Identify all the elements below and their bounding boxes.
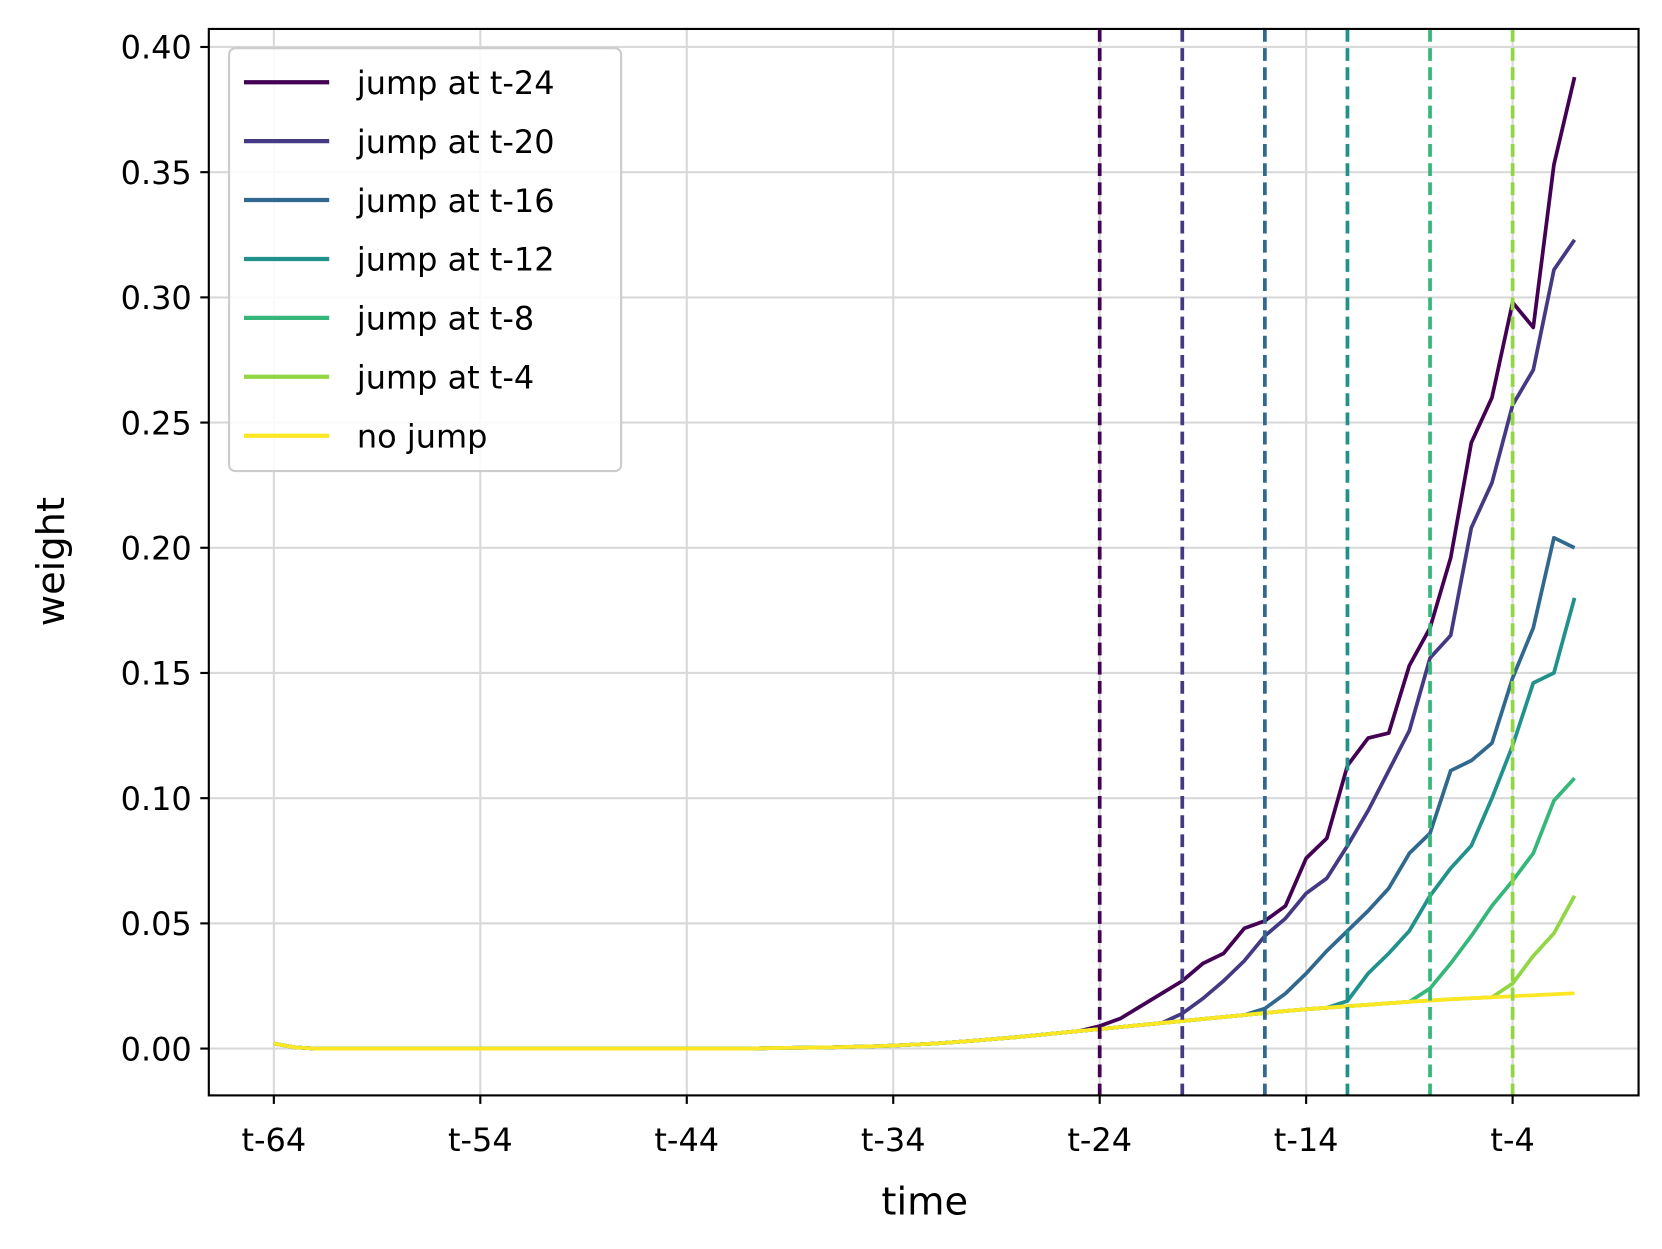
x-axis-label: time — [881, 1180, 968, 1225]
series-line — [273, 597, 1577, 1051]
legend-label: jump at t-4 — [356, 359, 534, 397]
legend-label: jump at t-16 — [356, 182, 555, 220]
y-tick-label: 0.20 — [121, 529, 192, 567]
legend-label: jump at t-20 — [356, 123, 555, 161]
series-line — [273, 991, 1575, 1051]
y-tick-label: 0.30 — [121, 279, 192, 317]
legend-label: jump at t-12 — [356, 241, 555, 279]
y-tick-label: 0.10 — [121, 780, 192, 818]
x-tick-label: t-64 — [241, 1121, 306, 1159]
series-line — [273, 894, 1577, 1051]
series-line — [273, 535, 1576, 1051]
x-tick-label: t-34 — [861, 1121, 926, 1159]
legend-label: jump at t-24 — [356, 64, 555, 102]
y-tick-label: 0.25 — [121, 404, 192, 442]
legend-label: jump at t-8 — [356, 300, 534, 338]
x-tick-label: t-24 — [1067, 1121, 1132, 1159]
y-tick-label: 0.05 — [121, 905, 192, 943]
plot-frame — [207, 27, 1640, 1097]
series-line — [273, 776, 1576, 1051]
legend-label: no jump — [357, 417, 488, 455]
legend-box — [227, 47, 623, 473]
y-tick-label: 0.00 — [121, 1030, 192, 1068]
x-tick-label: t-54 — [448, 1121, 513, 1159]
y-tick-label: 0.40 — [121, 29, 192, 67]
y-tick-label: 0.15 — [121, 655, 192, 693]
y-axis-label: weight — [29, 497, 74, 626]
x-tick-label: t-4 — [1490, 1121, 1534, 1159]
y-tick-label: 0.35 — [121, 154, 192, 192]
x-tick-label: t-14 — [1274, 1121, 1339, 1159]
x-tick-label: t-44 — [654, 1121, 719, 1159]
